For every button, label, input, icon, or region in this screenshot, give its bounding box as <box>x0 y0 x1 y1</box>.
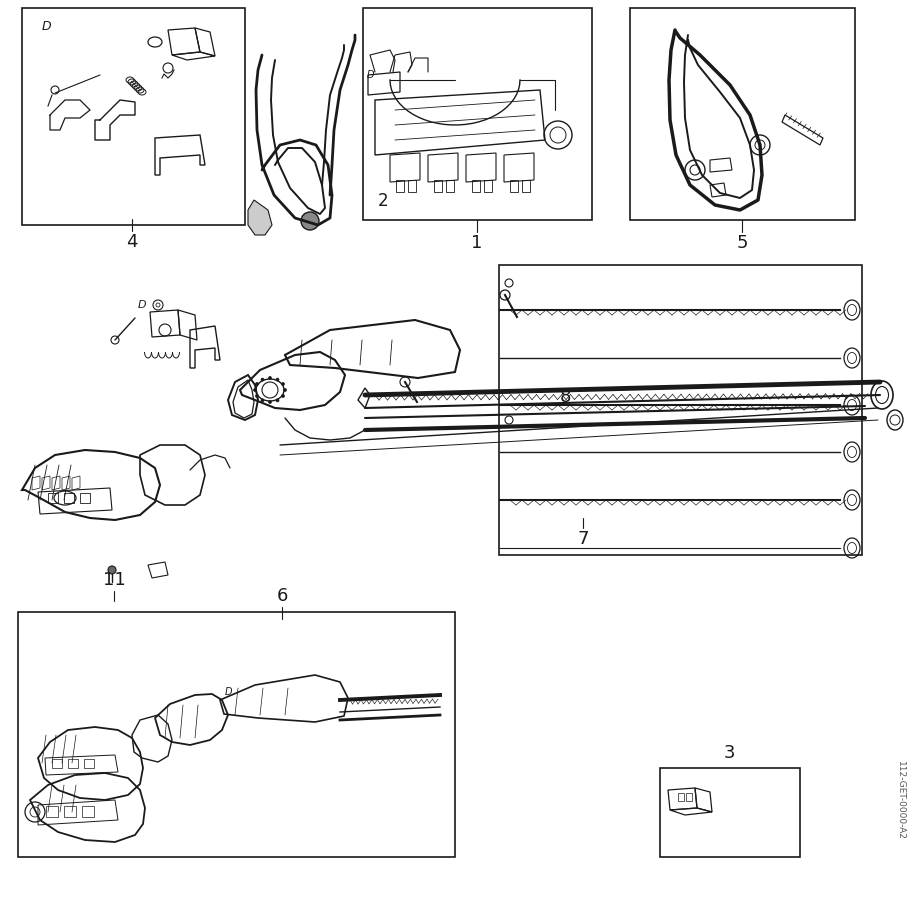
Circle shape <box>276 378 279 381</box>
Text: 11: 11 <box>103 571 126 589</box>
Polygon shape <box>248 200 272 235</box>
Text: D: D <box>42 20 51 33</box>
Bar <box>18 612 455 857</box>
Circle shape <box>108 566 116 574</box>
Circle shape <box>256 383 259 386</box>
Text: 8: 8 <box>559 388 570 406</box>
Bar <box>630 8 855 220</box>
Circle shape <box>282 383 284 386</box>
Text: 112-GET-0000-A2: 112-GET-0000-A2 <box>896 761 905 840</box>
Circle shape <box>301 212 319 230</box>
Circle shape <box>276 399 279 402</box>
Text: 1: 1 <box>471 234 482 252</box>
Circle shape <box>269 401 271 404</box>
Text: D: D <box>225 687 233 697</box>
Circle shape <box>282 395 284 397</box>
Bar <box>660 768 800 857</box>
Circle shape <box>256 395 259 397</box>
Circle shape <box>269 377 271 379</box>
Circle shape <box>283 388 286 392</box>
Circle shape <box>261 399 264 402</box>
Text: D: D <box>138 300 147 310</box>
Circle shape <box>261 378 264 381</box>
Text: 2: 2 <box>378 192 389 210</box>
Bar <box>363 8 592 220</box>
Text: 6: 6 <box>276 587 288 605</box>
Text: 7: 7 <box>577 530 589 548</box>
Text: 5: 5 <box>736 234 747 252</box>
Text: 4: 4 <box>127 233 138 251</box>
Bar <box>22 8 245 225</box>
Text: 3: 3 <box>724 744 735 762</box>
Circle shape <box>253 388 257 392</box>
Text: D: D <box>367 70 374 80</box>
